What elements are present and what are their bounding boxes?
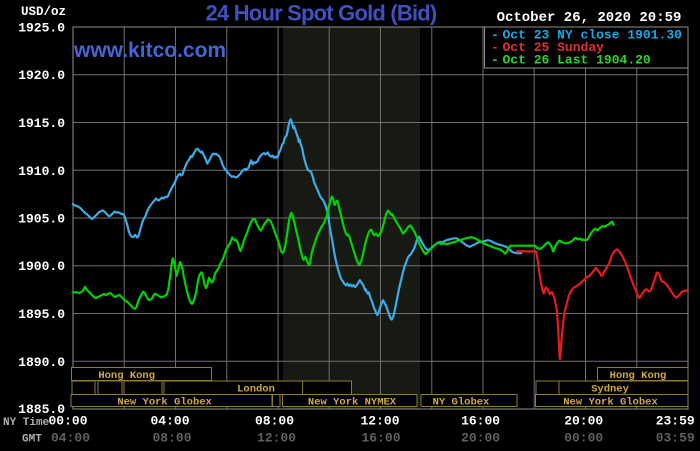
svg-text:08:00: 08:00 — [255, 414, 294, 429]
svg-text:Sydney: Sydney — [591, 384, 630, 396]
svg-text:12:00: 12:00 — [257, 431, 296, 446]
svg-text:03:59: 03:59 — [656, 431, 695, 446]
svg-text:www.kitco.com: www.kitco.com — [73, 39, 226, 62]
svg-text:-: - — [491, 40, 499, 55]
svg-text:October 26, 2020 20:59: October 26, 2020 20:59 — [497, 10, 682, 26]
svg-text:04:00: 04:00 — [150, 414, 189, 429]
svg-text:Oct 26 Last 1904.20: Oct 26 Last 1904.20 — [503, 53, 651, 68]
svg-text:New York Globex: New York Globex — [117, 396, 212, 408]
svg-text:-: - — [491, 28, 499, 43]
svg-text:NY Globex: NY Globex — [433, 396, 490, 408]
svg-text:GMT: GMT — [22, 434, 42, 446]
svg-text:1905.0: 1905.0 — [18, 212, 65, 227]
svg-text:1900.0: 1900.0 — [18, 259, 65, 274]
svg-text:1885.0: 1885.0 — [18, 402, 65, 417]
svg-text:23:59: 23:59 — [656, 414, 695, 429]
svg-text:NY Time: NY Time — [3, 417, 50, 429]
svg-text:04:00: 04:00 — [51, 431, 90, 446]
svg-text:1925.0: 1925.0 — [18, 21, 65, 36]
svg-text:1920.0: 1920.0 — [18, 68, 65, 83]
svg-text:New York NYMEX: New York NYMEX — [308, 396, 397, 408]
svg-text:16:00: 16:00 — [361, 431, 400, 446]
svg-text:1910.0: 1910.0 — [18, 164, 65, 179]
svg-text:USD/oz: USD/oz — [21, 5, 66, 19]
svg-text:08:00: 08:00 — [152, 431, 191, 446]
svg-text:00:00: 00:00 — [48, 414, 87, 429]
svg-text:Hong Kong: Hong Kong — [98, 370, 155, 382]
svg-text:1890.0: 1890.0 — [18, 355, 65, 370]
svg-text:Oct 23 NY close 1901.30: Oct 23 NY close 1901.30 — [503, 28, 683, 43]
svg-text:20:00: 20:00 — [461, 431, 500, 446]
svg-text:Hong Kong: Hong Kong — [610, 370, 667, 382]
svg-text:Oct 25 Sunday: Oct 25 Sunday — [503, 40, 605, 55]
svg-text:New York Globex: New York Globex — [563, 396, 658, 408]
svg-text:16:00: 16:00 — [461, 414, 500, 429]
svg-text:20:00: 20:00 — [564, 414, 603, 429]
svg-text:1915.0: 1915.0 — [18, 116, 65, 131]
svg-text:12:00: 12:00 — [360, 414, 399, 429]
svg-text:00:00: 00:00 — [564, 431, 603, 446]
svg-text:-: - — [491, 53, 499, 68]
svg-text:1895.0: 1895.0 — [18, 307, 65, 322]
svg-text:London: London — [237, 384, 275, 396]
svg-text:24 Hour Spot Gold (Bid): 24 Hour Spot Gold (Bid) — [206, 1, 437, 26]
